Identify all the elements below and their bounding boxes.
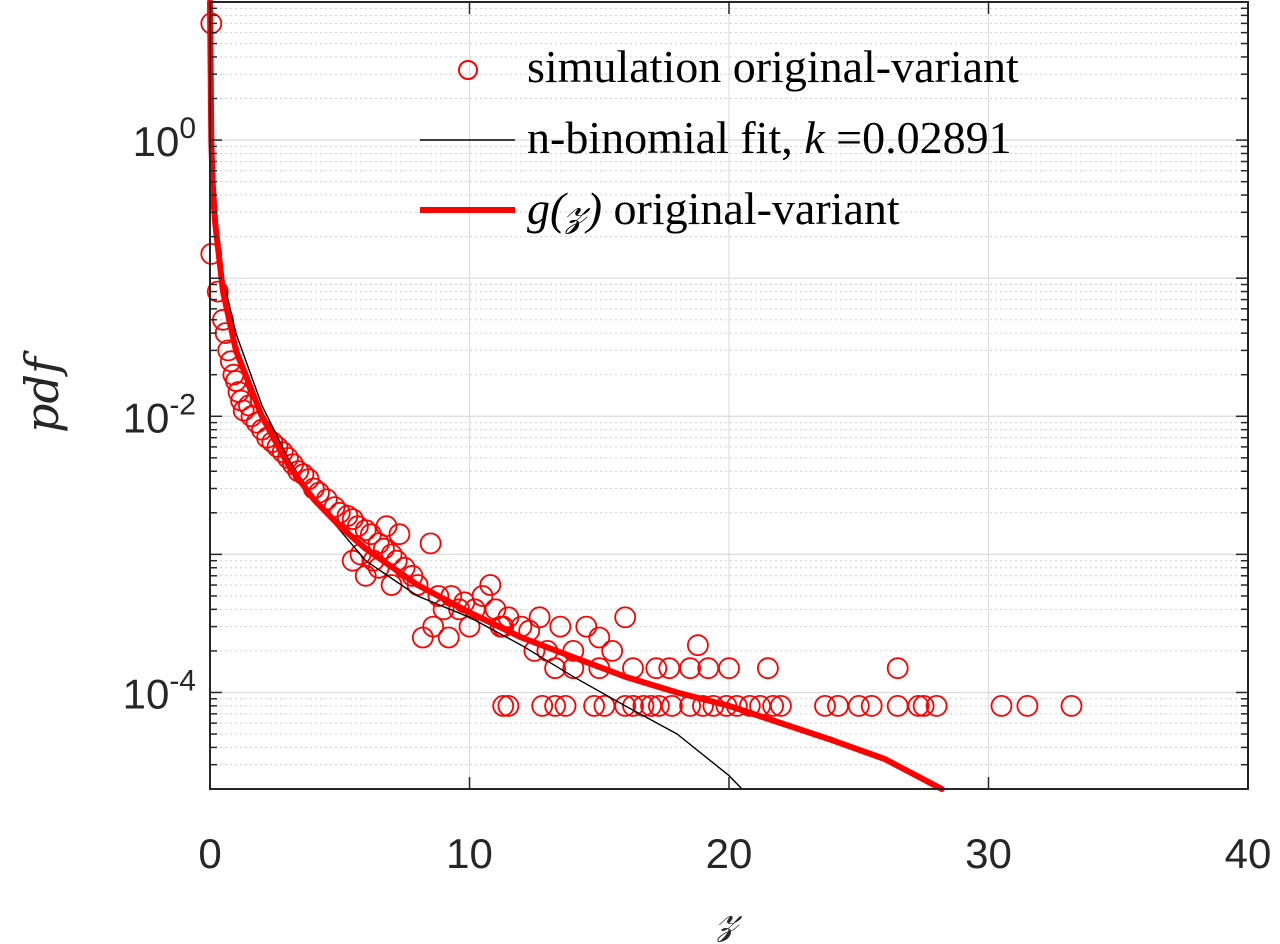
y-tick-base: 10 bbox=[133, 118, 180, 165]
data-point bbox=[341, 508, 364, 530]
legend-marker-circle bbox=[458, 60, 478, 80]
data-point bbox=[479, 574, 502, 596]
data-point bbox=[422, 615, 445, 638]
series-line-2 bbox=[207, 0, 945, 792]
minor-grid bbox=[210, 7, 1248, 790]
axes-frame bbox=[209, 1, 1249, 790]
data-point bbox=[544, 657, 566, 680]
data-point bbox=[847, 695, 870, 717]
data-point bbox=[762, 695, 784, 717]
y-tick-exponent: -4 bbox=[169, 664, 196, 697]
data-point bbox=[531, 695, 554, 717]
data-point bbox=[489, 615, 512, 638]
x-axis-label: 𝓏 bbox=[716, 889, 742, 943]
data-point bbox=[614, 695, 637, 717]
data-point bbox=[588, 626, 611, 649]
data-point bbox=[471, 585, 494, 607]
y-tick-base: 10 bbox=[123, 670, 170, 717]
data-point bbox=[427, 585, 450, 607]
series-layer bbox=[200, 0, 1083, 792]
data-point bbox=[814, 695, 836, 717]
data-point bbox=[549, 615, 572, 638]
y-tick-base: 10 bbox=[123, 394, 170, 441]
legend-item-simulation: simulation original-variant bbox=[527, 41, 1019, 92]
data-point bbox=[692, 695, 714, 717]
data-point bbox=[687, 634, 709, 657]
legend-item-g: g(𝓏) original-variant bbox=[527, 183, 900, 234]
data-point bbox=[232, 399, 255, 422]
data-point bbox=[406, 574, 429, 596]
x-tick-label: 20 bbox=[706, 830, 753, 877]
data-point bbox=[757, 657, 779, 680]
data-point bbox=[990, 695, 1013, 717]
data-point bbox=[925, 695, 948, 717]
data-point bbox=[912, 695, 935, 717]
y-axis-label: pdf bbox=[15, 350, 69, 433]
x-tick-label: 0 bbox=[198, 830, 221, 877]
y-tick-label: 10-2 bbox=[123, 388, 196, 441]
x-tick-label: 10 bbox=[446, 830, 493, 877]
series-line-1 bbox=[210, 202, 743, 790]
data-point bbox=[648, 695, 670, 717]
data-point bbox=[388, 523, 411, 546]
x-axis-ticks: 0 10 20 30 40 bbox=[198, 830, 1271, 877]
data-point bbox=[583, 695, 605, 717]
data-point bbox=[354, 519, 377, 541]
data-point bbox=[645, 657, 668, 680]
y-tick-label: 10-4 bbox=[123, 664, 196, 717]
data-point bbox=[886, 657, 909, 680]
data-point bbox=[614, 606, 637, 629]
data-point bbox=[544, 695, 566, 717]
data-point bbox=[601, 640, 624, 662]
x-tick-label: 40 bbox=[1225, 830, 1272, 877]
x-tick-label: 30 bbox=[965, 830, 1012, 877]
y-tick-label: 100 bbox=[133, 112, 196, 165]
legend: simulation original-variant n-binomial f… bbox=[420, 41, 1019, 234]
data-point bbox=[419, 532, 442, 555]
data-point bbox=[492, 695, 515, 717]
y-tick-exponent: 0 bbox=[179, 112, 196, 145]
data-point bbox=[1060, 695, 1083, 717]
data-point bbox=[554, 695, 577, 717]
data-point bbox=[497, 695, 520, 717]
data-point bbox=[718, 657, 740, 680]
data-point bbox=[622, 695, 644, 717]
data-point bbox=[437, 626, 460, 649]
data-point bbox=[206, 280, 229, 303]
data-point bbox=[1016, 695, 1039, 717]
data-point bbox=[661, 695, 683, 717]
data-point bbox=[679, 657, 701, 680]
data-point bbox=[375, 515, 398, 538]
legend-item-fit: n-binomial fit, k =0.02891 bbox=[527, 112, 1012, 163]
data-point bbox=[770, 695, 792, 717]
data-point bbox=[575, 615, 598, 638]
data-point bbox=[528, 606, 551, 629]
y-tick-exponent: -2 bbox=[169, 388, 196, 421]
data-point bbox=[907, 695, 930, 717]
data-point bbox=[860, 695, 883, 717]
